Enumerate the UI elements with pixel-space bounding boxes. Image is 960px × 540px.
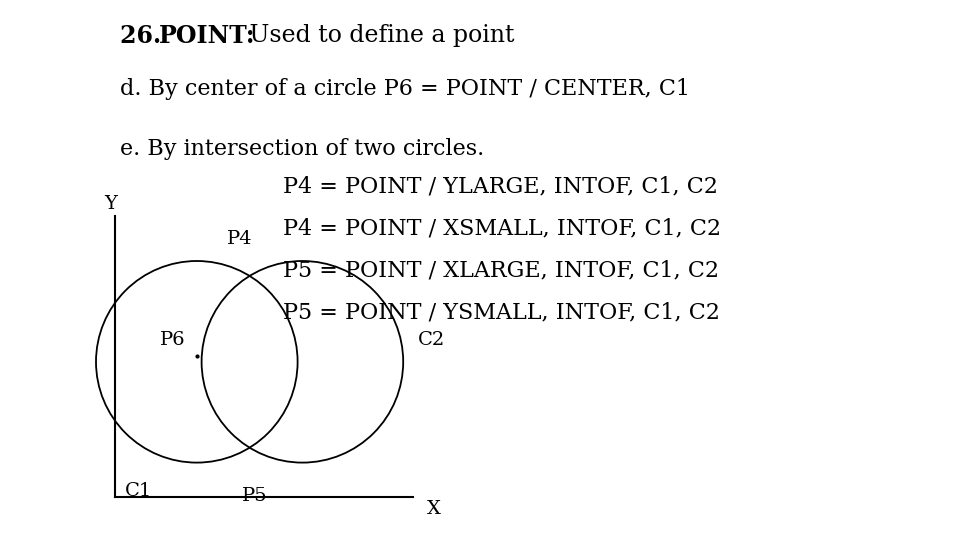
Text: Used to define a point: Used to define a point xyxy=(242,24,515,48)
Text: X: X xyxy=(427,500,441,517)
Text: 26.: 26. xyxy=(120,24,169,48)
Text: P5: P5 xyxy=(242,487,267,505)
Text: P4: P4 xyxy=(228,230,252,247)
Text: P6: P6 xyxy=(160,331,185,349)
Text: e. By intersection of two circles.: e. By intersection of two circles. xyxy=(120,138,484,160)
Text: d. By center of a circle P6 = POINT / CENTER, C1: d. By center of a circle P6 = POINT / CE… xyxy=(120,78,690,100)
Text: P4 = POINT / XSMALL, INTOF, C1, C2: P4 = POINT / XSMALL, INTOF, C1, C2 xyxy=(283,218,721,240)
Text: C1: C1 xyxy=(125,482,152,500)
Text: POINT:: POINT: xyxy=(158,24,255,48)
Text: P5 = POINT / YSMALL, INTOF, C1, C2: P5 = POINT / YSMALL, INTOF, C1, C2 xyxy=(283,302,720,324)
Text: C2: C2 xyxy=(418,331,444,349)
Text: P4 = POINT / YLARGE, INTOF, C1, C2: P4 = POINT / YLARGE, INTOF, C1, C2 xyxy=(283,176,718,198)
Text: P5 = POINT / XLARGE, INTOF, C1, C2: P5 = POINT / XLARGE, INTOF, C1, C2 xyxy=(283,260,719,282)
Text: Y: Y xyxy=(104,195,117,213)
